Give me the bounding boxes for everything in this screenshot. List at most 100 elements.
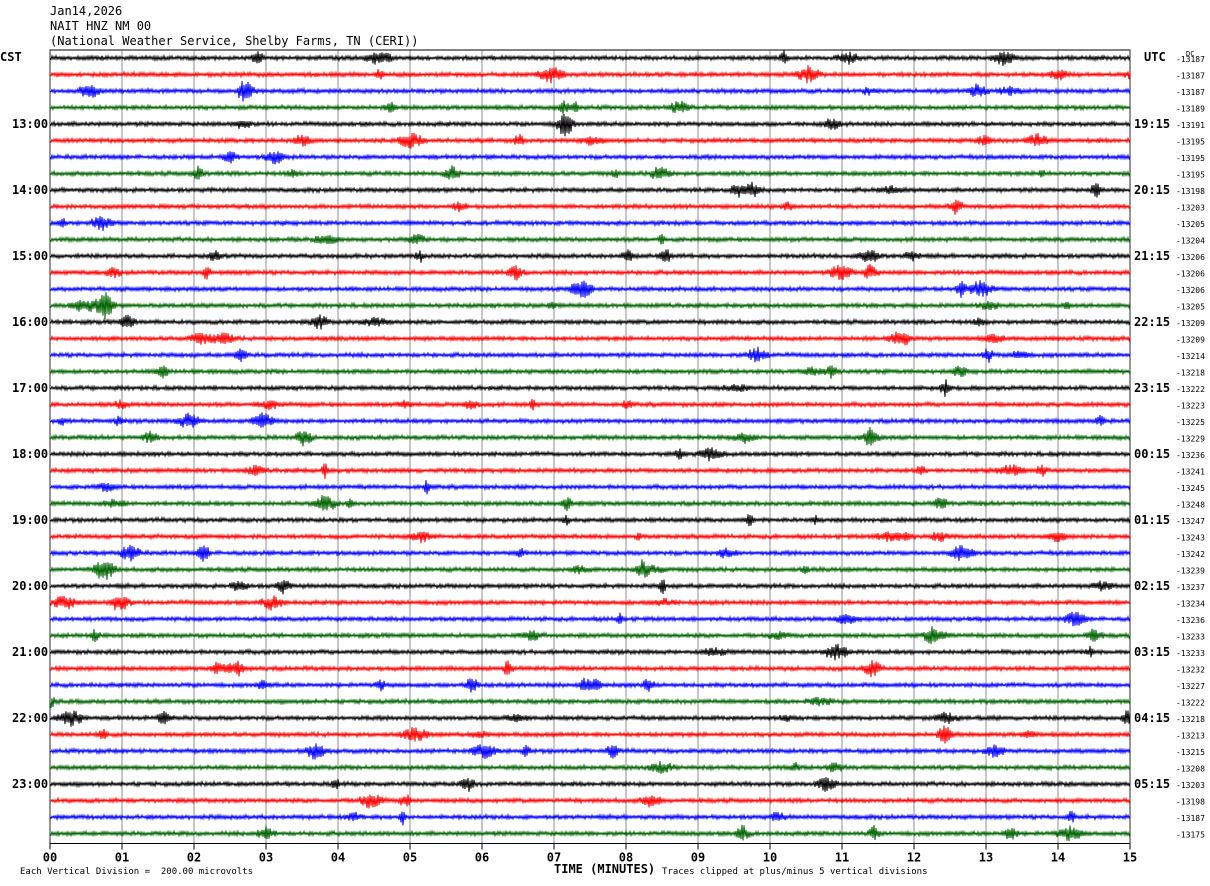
- right-hour-label: 04:15: [1134, 711, 1170, 725]
- dc-offset-label: -13233: [1176, 649, 1205, 658]
- x-tick-label: 11: [835, 851, 849, 865]
- dc-offset-label: -13205: [1176, 220, 1205, 229]
- seismic-trace: [49, 643, 1131, 661]
- x-tick-label: 14: [1051, 851, 1065, 865]
- x-tick-label: 15: [1123, 851, 1137, 865]
- dc-offset-label: -13187: [1176, 55, 1205, 64]
- x-tick-label: 10: [763, 851, 777, 865]
- left-timezone-label: CST: [0, 50, 22, 64]
- dc-offset-label: -13245: [1176, 484, 1205, 493]
- dc-offset-label: -13218: [1176, 715, 1205, 724]
- dc-offset-label: -13175: [1176, 831, 1205, 840]
- dc-offset-label: -13203: [1176, 204, 1205, 213]
- seismic-trace: [49, 346, 1131, 363]
- dc-offset-label: -13195: [1176, 154, 1205, 163]
- seismic-trace: [49, 595, 1131, 611]
- dc-offset-label: -13205: [1176, 303, 1205, 312]
- dc-offset-label: -13206: [1176, 253, 1205, 262]
- seismic-trace: [49, 743, 1131, 760]
- seismic-trace: [49, 777, 1131, 792]
- dc-offset-label: -13213: [1176, 732, 1205, 741]
- seismic-trace: [49, 824, 1131, 842]
- right-timezone-label: UTC: [1144, 50, 1166, 64]
- dc-offset-label: -13223: [1176, 402, 1205, 411]
- right-hour-label: 22:15: [1134, 315, 1170, 329]
- title-date: Jan14,2026: [50, 4, 123, 18]
- right-hour-label: 20:15: [1134, 183, 1170, 197]
- dc-offset-label: -13195: [1176, 171, 1205, 180]
- seismic-trace: [49, 579, 1131, 595]
- seismic-trace: [49, 331, 1131, 346]
- x-tick-label: 13: [979, 851, 993, 865]
- dc-offset-label: -13187: [1176, 72, 1205, 81]
- dc-offset-label: -13248: [1176, 501, 1205, 510]
- right-hour-label: 21:15: [1134, 249, 1170, 263]
- dc-offset-label: -13236: [1176, 616, 1205, 625]
- seismic-trace: [49, 365, 1131, 379]
- dc-offset-label: -13195: [1176, 138, 1205, 147]
- dc-offset-label: -13236: [1176, 451, 1205, 460]
- left-hour-label: 22:00: [12, 711, 48, 725]
- scale-note: Each Vertical Division = 200.00 microvol…: [20, 867, 253, 877]
- x-tick-label: 09: [691, 851, 705, 865]
- left-hour-label: 17:00: [12, 381, 48, 395]
- clip-note: Traces clipped at plus/minus 5 vertical …: [662, 867, 928, 877]
- seismic-trace: [49, 677, 1131, 693]
- right-hour-label: 03:15: [1134, 645, 1170, 659]
- right-hour-label: 02:15: [1134, 579, 1170, 593]
- dc-offset-label: -13242: [1176, 550, 1205, 559]
- left-hour-label: 16:00: [12, 315, 48, 329]
- dc-offset-label: -13239: [1176, 567, 1205, 576]
- seismic-trace: [49, 810, 1131, 826]
- seismic-trace: [49, 165, 1131, 180]
- x-tick-label: 04: [331, 851, 345, 865]
- x-tick-label: 03: [259, 851, 273, 865]
- x-tick-label: 05: [403, 851, 417, 865]
- seismic-trace: [49, 132, 1131, 149]
- seismic-trace: [49, 710, 1131, 727]
- dc-offset-label: -13241: [1176, 468, 1205, 477]
- seismic-trace: [49, 50, 1131, 67]
- seismic-trace: [49, 660, 1131, 678]
- seismic-trace: [49, 249, 1131, 263]
- seismic-trace: [49, 263, 1131, 281]
- dc-offset-label: -13209: [1176, 336, 1205, 345]
- seismic-trace: [49, 199, 1131, 215]
- dc-offset-label: -13233: [1176, 633, 1205, 642]
- seismic-trace: [49, 494, 1131, 512]
- dc-offset-label: -13187: [1176, 814, 1205, 823]
- seismic-trace: [49, 113, 1131, 137]
- seismic-trace: [49, 514, 1131, 527]
- seismic-trace: [49, 480, 1131, 495]
- right-hour-label: 00:15: [1134, 447, 1170, 461]
- dc-offset-label: -13206: [1176, 286, 1205, 295]
- dc-offset-label: -13234: [1176, 600, 1205, 609]
- seismic-trace: [49, 531, 1131, 544]
- dc-offset-label: -13198: [1176, 798, 1205, 807]
- right-hour-label: 01:15: [1134, 513, 1170, 527]
- dc-offset-label: -13214: [1176, 352, 1205, 361]
- dc-offset-label: -13203: [1176, 781, 1205, 790]
- dc-offset-label: -13237: [1176, 583, 1205, 592]
- seismic-trace: [49, 626, 1131, 645]
- dc-offset-label: -13218: [1176, 369, 1205, 378]
- dc-offset-label: -13222: [1176, 699, 1205, 708]
- x-tick-label: 12: [907, 851, 921, 865]
- seismic-trace: [49, 233, 1131, 245]
- seismic-trace: [49, 216, 1131, 232]
- x-axis-title: TIME (MINUTES): [554, 862, 656, 876]
- dc-offset-label: -13229: [1176, 435, 1205, 444]
- seismic-trace: [49, 463, 1131, 479]
- left-hour-label: 23:00: [12, 777, 48, 791]
- left-hour-label: 15:00: [12, 249, 48, 263]
- seismic-trace: [49, 447, 1131, 462]
- dc-offset-label: -13222: [1176, 385, 1205, 394]
- dc-header-label: DC: [1186, 50, 1194, 58]
- seismic-trace: [49, 292, 1131, 320]
- seismic-trace: [49, 412, 1131, 428]
- seismic-trace: [49, 151, 1131, 165]
- left-hour-label: 19:00: [12, 513, 48, 527]
- seismic-trace: [49, 181, 1131, 198]
- dc-offset-label: -13243: [1176, 534, 1205, 543]
